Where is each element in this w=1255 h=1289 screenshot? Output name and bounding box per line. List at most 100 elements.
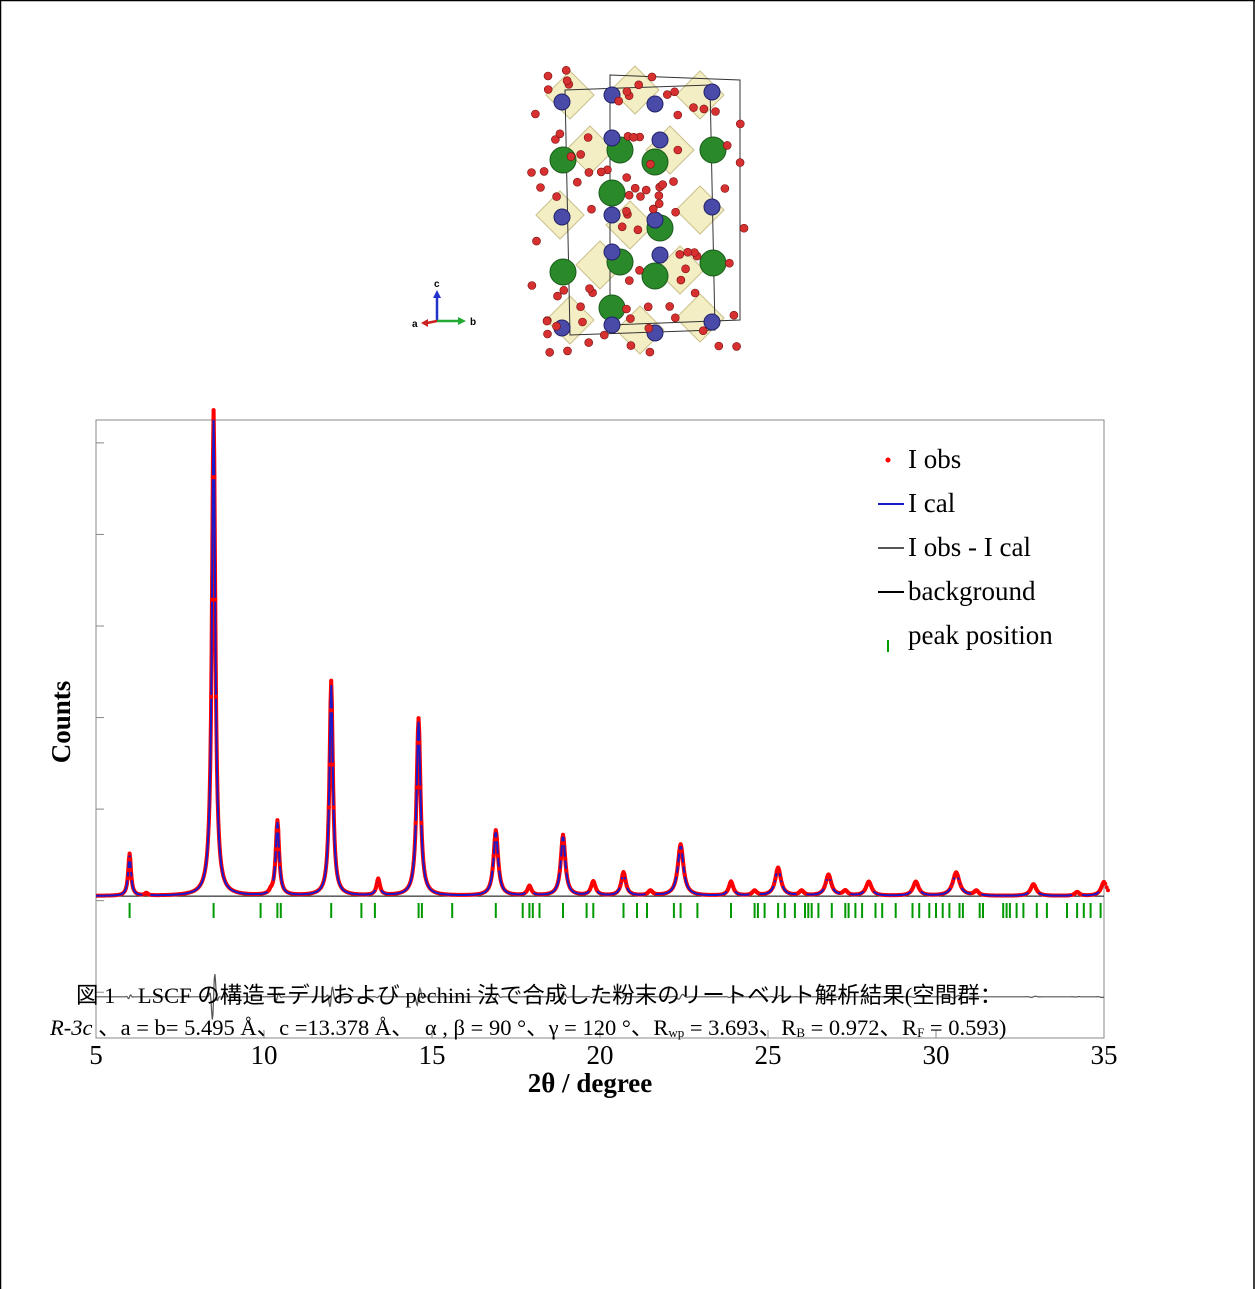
x-tick-label: 35 (1091, 1040, 1118, 1070)
obs-point (802, 891, 807, 895)
oxygen-atom (654, 199, 664, 208)
b-site-atom (651, 131, 669, 149)
obs-point (621, 870, 626, 875)
obs-point (530, 889, 535, 894)
oxygen-atom (576, 302, 585, 312)
rietveld-chart: 5 10 15 20 25 30 35 2θ / degree Counts I obsI … (46, 408, 1118, 1098)
oxygen-atom (626, 341, 636, 350)
b-site-atom (603, 243, 621, 261)
obs-point (823, 880, 828, 885)
oxygen-atom (561, 66, 571, 75)
obs-point (210, 597, 214, 602)
obs-point (732, 887, 737, 892)
obs-point (915, 881, 920, 886)
x-ticks: 5 10 15 20 25 30 35 (89, 1030, 1118, 1070)
oxygen-atom (587, 204, 596, 214)
x-tick-label: 25 (755, 1040, 782, 1070)
obs-point (952, 873, 957, 878)
obs-point (373, 886, 378, 891)
rwp-value: = 3.693、R (684, 1015, 797, 1040)
caption-lattice-text: 、a = b= 5.495 Å、c =13.378 Å、 α , β = 90 … (92, 1015, 669, 1040)
oxygen-atom (665, 302, 675, 311)
oxygen-atom (578, 317, 587, 327)
legend: I obs I cal I obs - I cal background peak po… (878, 444, 1053, 652)
crystal-structure-model (527, 65, 749, 357)
obs-point (676, 862, 680, 867)
oxygen-atom (676, 275, 686, 285)
oxygen-atom (543, 329, 552, 339)
obs-point (619, 879, 624, 884)
a-site-atom (699, 249, 727, 277)
b-site-atom (646, 211, 664, 229)
obs-point (419, 820, 424, 825)
oxygen-atom (584, 168, 594, 177)
axis-label-b: b (470, 317, 476, 328)
obs-point (776, 865, 781, 870)
oxygen-atom (539, 167, 549, 176)
oxygen-atom (729, 310, 739, 320)
oxygen-atom (645, 347, 655, 357)
obs-point (377, 882, 382, 887)
obs-point (214, 694, 218, 699)
oxygen-atom (562, 76, 572, 85)
obs-point (146, 892, 151, 897)
obs-point (129, 876, 134, 881)
obs-point (678, 842, 683, 847)
oxygen-atom (683, 247, 693, 257)
obs-point (954, 870, 959, 875)
oxygen-atom (722, 141, 732, 150)
obs-point (418, 785, 423, 790)
obs-point (674, 872, 679, 877)
b-site-atom (553, 93, 571, 111)
obs-point (870, 887, 875, 892)
obs-point (949, 884, 954, 889)
obs-point (959, 884, 963, 889)
legend-label: I cal (908, 488, 955, 518)
oxygen-atom (699, 104, 709, 114)
obs-point (330, 708, 334, 713)
a-site-atom (641, 148, 669, 176)
b-site-atom (703, 198, 721, 216)
axis-label-c: c (434, 279, 440, 290)
obs-point (331, 805, 336, 810)
obs-point (374, 882, 379, 887)
oxygen-atom (689, 103, 698, 112)
oxygen-atom (675, 250, 685, 259)
obs-point (1106, 888, 1110, 893)
oxygen-atom (654, 191, 664, 200)
x-tick-label: 10 (251, 1040, 278, 1070)
b-site-atom (703, 313, 721, 331)
oxygen-atom (622, 304, 631, 314)
oxygen-atom (572, 177, 582, 187)
caption-line-1: 図 1 LSCF の構造モデルおよび pechini 法で合成した粉末のリートベ… (76, 983, 1003, 1008)
b-site-atom (651, 246, 669, 264)
oxygen-atom (658, 180, 668, 189)
obs-point (589, 884, 594, 889)
obs-point (773, 876, 778, 881)
obs-point (497, 866, 502, 871)
obs-point (273, 847, 278, 852)
unit-cell-back (609, 74, 741, 326)
oxygen-atom (629, 133, 638, 142)
obs-point (329, 678, 334, 683)
obs-point (594, 887, 599, 892)
series-i-cal (95, 419, 1105, 897)
obs-point (829, 880, 834, 885)
obs-point (680, 849, 684, 854)
obs-point (277, 862, 282, 867)
obs-point (330, 762, 335, 767)
oxygen-atom (635, 265, 644, 275)
oxygen-atom (542, 316, 552, 326)
obs-point (377, 878, 381, 883)
series-i-obs-minus-i-cal (96, 973, 1105, 1020)
obs-point (209, 694, 214, 699)
oxygen-atom (583, 133, 593, 142)
oxygen-atom (648, 204, 658, 214)
oxygen-atom (670, 87, 679, 97)
oxygen-atom (711, 107, 720, 116)
oxygen-atom (622, 87, 632, 96)
y-axis-label: Counts (46, 681, 76, 764)
oxygen-atom (551, 135, 560, 144)
obs-point (494, 837, 499, 842)
oxygen-atom (641, 185, 651, 195)
